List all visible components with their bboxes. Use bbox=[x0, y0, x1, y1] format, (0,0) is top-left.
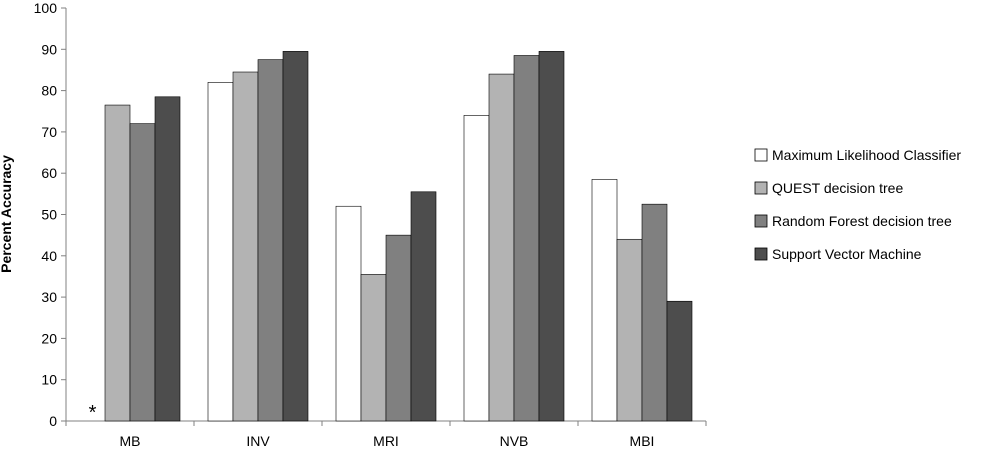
legend-swatch bbox=[754, 148, 768, 162]
bar bbox=[257, 59, 284, 422]
x-tick-label: MBI bbox=[630, 433, 655, 449]
y-axis-title: Percent Accuracy bbox=[0, 155, 14, 273]
y-tick-label: 60 bbox=[41, 165, 57, 181]
bar bbox=[154, 96, 181, 422]
legend-label: Support Vector Machine bbox=[772, 246, 922, 262]
y-tick-label: 90 bbox=[41, 41, 57, 57]
bar bbox=[591, 179, 618, 422]
bar bbox=[104, 104, 131, 422]
y-tick-label: 0 bbox=[49, 413, 57, 429]
y-tick-label: 50 bbox=[41, 207, 57, 223]
bar bbox=[335, 205, 362, 422]
bar bbox=[410, 191, 437, 422]
bar bbox=[385, 234, 412, 422]
axes: 0 10 20 30 40 50 60 70 80 90 100 bbox=[34, 0, 707, 429]
y-tick-label: 10 bbox=[41, 372, 57, 388]
x-tick-label: INV bbox=[246, 433, 270, 449]
legend-swatch bbox=[754, 181, 768, 195]
legend-label: Maximum Likelihood Classifier bbox=[772, 147, 961, 163]
bars bbox=[104, 51, 693, 422]
annotations: * bbox=[89, 402, 97, 424]
bar bbox=[360, 274, 387, 422]
bar bbox=[463, 115, 490, 422]
bar bbox=[232, 71, 259, 422]
y-tick-label: 30 bbox=[41, 289, 57, 305]
bar bbox=[616, 238, 643, 422]
y-tick-label: 100 bbox=[34, 0, 58, 16]
y-tick-label: 20 bbox=[41, 330, 57, 346]
bar bbox=[207, 82, 234, 422]
bar bbox=[282, 51, 309, 422]
y-tick-label: 80 bbox=[41, 83, 57, 99]
legend-label: Random Forest decision tree bbox=[772, 213, 952, 229]
x-tick-label: MB bbox=[120, 433, 141, 449]
x-tick-label: NVB bbox=[500, 433, 529, 449]
legend: Maximum Likelihood Classifier QUEST decis… bbox=[754, 147, 961, 262]
category-labels: MB INV MRI NVB MBI bbox=[120, 433, 655, 449]
bar bbox=[666, 300, 693, 422]
y-axis-title-group: Percent Accuracy bbox=[0, 155, 14, 273]
bar bbox=[129, 123, 156, 422]
bar bbox=[641, 203, 668, 422]
bar bbox=[538, 51, 565, 422]
legend-label: QUEST decision tree bbox=[772, 180, 903, 196]
bar bbox=[488, 73, 515, 422]
y-tick-label: 70 bbox=[41, 124, 57, 140]
annotation: * bbox=[89, 402, 97, 424]
bar bbox=[513, 55, 540, 422]
y-tick-label: 40 bbox=[41, 248, 57, 264]
legend-swatch bbox=[754, 247, 768, 261]
x-tick-label: MRI bbox=[373, 433, 399, 449]
legend-swatch bbox=[754, 214, 768, 228]
